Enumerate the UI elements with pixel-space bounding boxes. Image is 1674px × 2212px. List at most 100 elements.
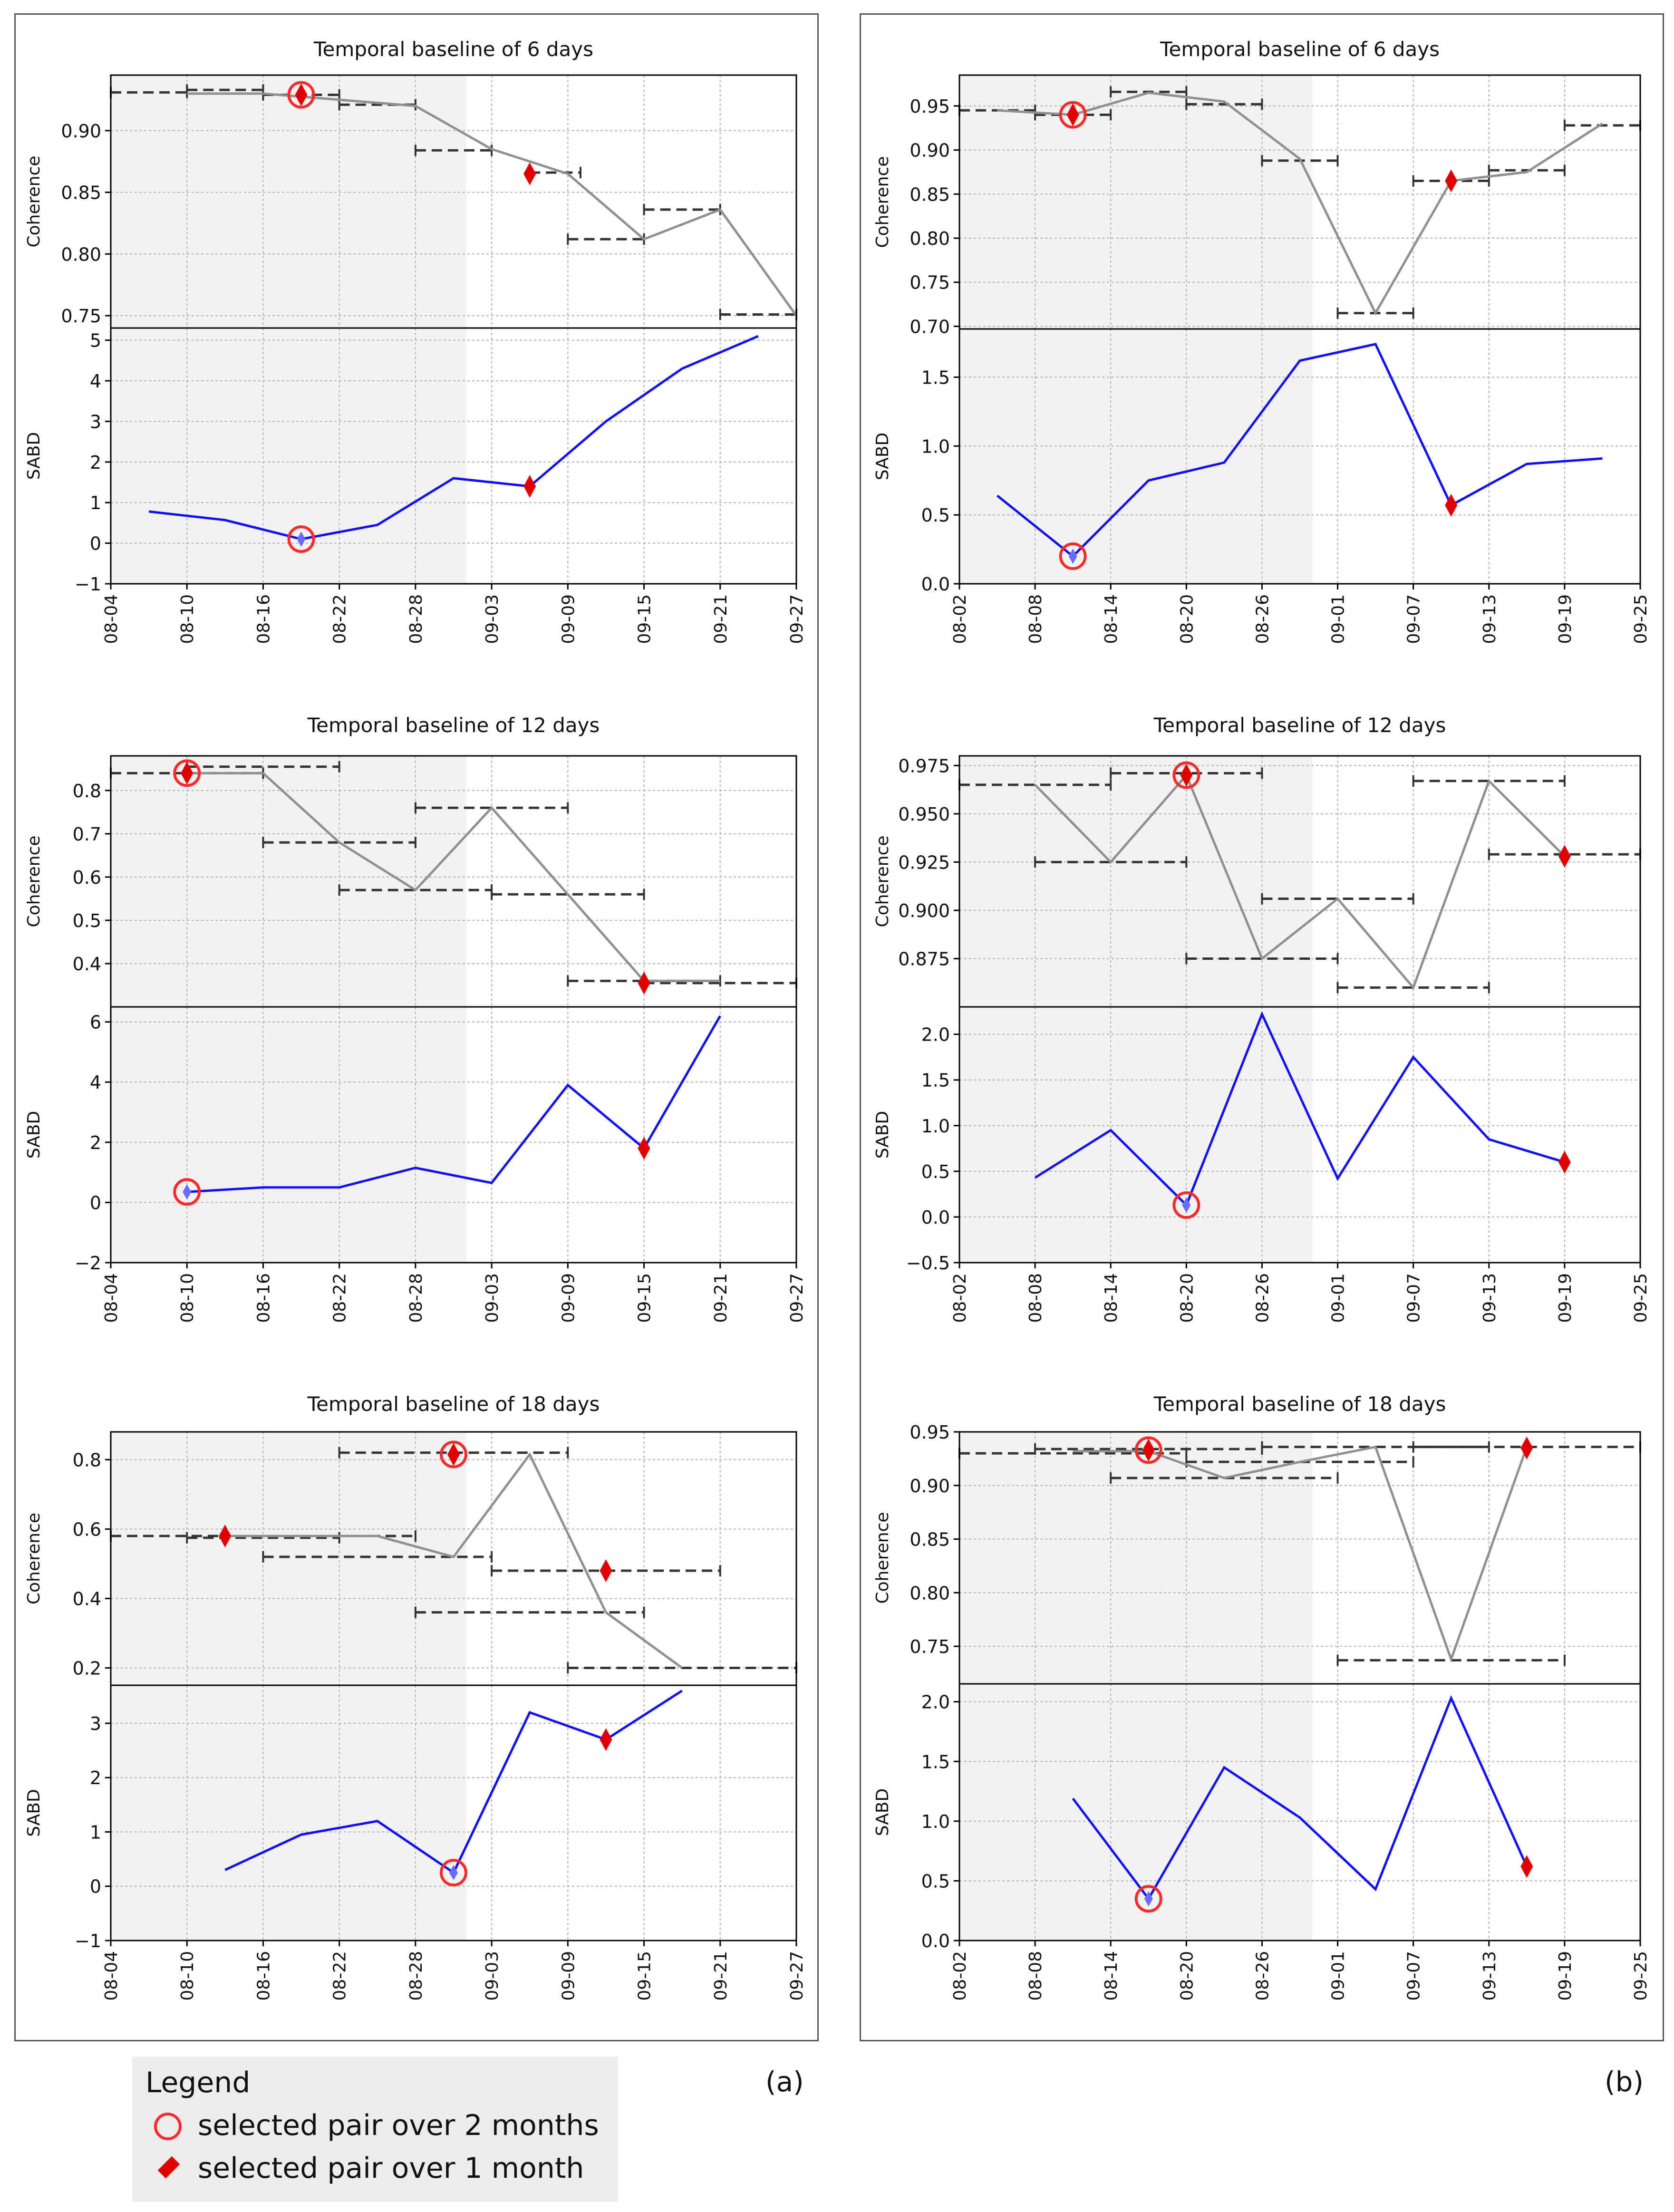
x-tick-label: 08-14 [1102,594,1121,644]
x-tick-label: 08-10 [178,1273,197,1323]
sabd-axes-frame [110,1006,797,1264]
coherence-selected-2-months-diamond [1066,103,1079,126]
sabd-ylabel: SABD [24,1111,44,1159]
coherence-ytick-label: 0.6 [73,1519,101,1540]
coherence-selected-2-months-diamond [181,762,194,785]
sabd-ytick-label: 0.5 [921,1161,950,1182]
sabd-ytick-label: 0.0 [921,1931,950,1951]
coherence-ylabel: Coherence [873,835,892,927]
x-tick-label: 08-14 [1102,1273,1121,1323]
x-tick-label: 08-10 [178,1951,197,2001]
x-tick-label: 08-28 [406,594,426,644]
x-tick-label: 09-03 [483,1951,502,2001]
sabd-selected-1-month-marker [600,1728,612,1751]
x-tick-label: 09-09 [559,594,578,644]
sabd-ytick-label: 1.5 [921,1070,950,1091]
open-circle-icon [145,2109,188,2142]
x-tick-label: 08-04 [102,1273,121,1323]
x-tick-label: 09-01 [1329,594,1348,644]
chart-a-0: 0.75 0.80 0.85 0.90 Coherence −1 0 1 2 3 4 5 SABD 08-… [24,38,807,644]
diamond-icon [145,2152,188,2185]
chart-title: Temporal baseline of 6 days [1160,38,1440,61]
coherence-ytick-label: 0.80 [910,228,950,249]
sabd-selected-2-months-marker [287,525,315,553]
sabd-ytick-label: 1.5 [921,1751,950,1772]
sabd-ytick-label: 3 [90,1713,101,1734]
coherence-ytick-label: 0.85 [61,183,101,203]
chart-b-5: 0.75 0.80 0.85 0.90 0.95 Coherence 0.0 0.5 1.0 1.… [873,1392,1651,2001]
coherence-series-line [1034,773,1566,990]
coherence-shade [959,756,1313,1007]
sabd-ytick-label: −1 [75,574,101,595]
sabd-shade [111,1685,466,1941]
sabd-axes-frame [958,328,1641,585]
sabd-series-line [1034,1011,1565,1207]
coherence-selected-2-months-diamond [1180,763,1193,787]
sabd-ytick-label: 0 [90,1192,101,1213]
x-tick-label: 08-02 [950,594,970,644]
coherence-series-line [187,772,720,982]
coherence-selected-2-months-marker [287,81,315,109]
coherence-ytick-label: 0.70 [910,316,950,337]
sabd-ytick-label: 2 [90,1132,101,1153]
x-tick-label: 08-10 [178,594,197,644]
sabd-selected-1-month-marker [1558,1150,1571,1174]
coherence-ytick-label: 0.75 [910,272,950,293]
x-tick-label: 08-16 [254,1951,273,2001]
sabd-ytick-label: 2.0 [921,1024,950,1045]
coherence-selected-2-months-diamond [447,1443,460,1466]
coherence-ytick-label: 0.875 [898,948,950,969]
sabd-selected-2-months-inner [1182,1197,1191,1213]
x-tick-label: 09-07 [1404,594,1424,644]
x-tick-label: 09-19 [1556,594,1575,644]
panel-label-b: (b) [1605,2066,1644,2098]
sabd-shade [959,329,1313,584]
sabd-ytick-label: 0.0 [921,574,950,595]
coherence-ytick-label: 0.8 [73,1449,101,1470]
coherence-selected-1-month-marker [1445,169,1458,193]
sabd-selected-1-month-marker [1445,493,1458,517]
sabd-ytick-label: −2 [75,1253,101,1274]
coherence-ytick-label: 0.900 [898,900,950,921]
coherence-shade [959,1432,1313,1684]
sabd-selected-2-months-inner [1068,549,1077,564]
x-tick-label: 09-09 [559,1273,578,1323]
x-tick-label: 08-20 [1177,594,1197,644]
x-tick-label: 09-27 [787,594,807,644]
figure-panel-a [14,13,819,2041]
x-tick-label: 09-27 [787,1273,807,1323]
coherence-ytick-label: 0.6 [73,867,101,888]
x-tick-label: 09-21 [711,1951,731,2001]
x-tick-label: 08-02 [950,1273,970,1323]
chart-b-3: 0.70 0.75 0.80 0.85 0.90 0.95 Coherence 0.0 0.5 1… [873,38,1651,644]
sabd-ytick-label: 1.0 [921,1811,950,1832]
coherence-ytick-label: 0.8 [73,781,101,802]
chart-b-4: 0.875 0.900 0.925 0.950 0.975 Coherence −0.5 0.… [873,714,1651,1323]
sabd-shade [111,328,466,584]
sabd-selected-2-months-marker [1059,542,1087,570]
x-tick-label: 08-28 [406,1951,426,2001]
x-tick-label: 09-15 [635,1273,655,1323]
sabd-ytick-label: 0.0 [921,1207,950,1228]
sabd-shade [959,1007,1313,1263]
sabd-axes-frame [110,327,797,585]
coherence-shade [111,1432,466,1685]
coherence-series-line [225,1452,683,1669]
x-tick-label: 09-07 [1404,1951,1424,2001]
coherence-ytick-label: 0.80 [61,244,101,265]
x-tick-label: 09-13 [1480,1951,1500,2001]
coherence-ytick-label: 0.95 [910,1422,950,1443]
sabd-selected-1-month-marker [523,475,536,498]
sabd-ytick-label: 2 [90,452,101,473]
x-tick-label: 09-21 [711,1273,731,1323]
x-tick-label: 08-28 [406,1273,426,1323]
sabd-ytick-label: 1 [90,1822,101,1843]
coherence-ytick-label: 0.2 [73,1658,101,1679]
coherence-selected-2-months-diamond [1142,1439,1155,1462]
x-tick-label: 09-09 [559,1951,578,2001]
coherence-ytick-label: 0.4 [73,954,101,975]
x-tick-label: 08-04 [102,1951,121,2001]
coherence-selected-1-month-marker [219,1525,232,1548]
sabd-selected-2-months-marker [1172,1191,1200,1219]
x-tick-label: 09-07 [1404,1273,1424,1323]
